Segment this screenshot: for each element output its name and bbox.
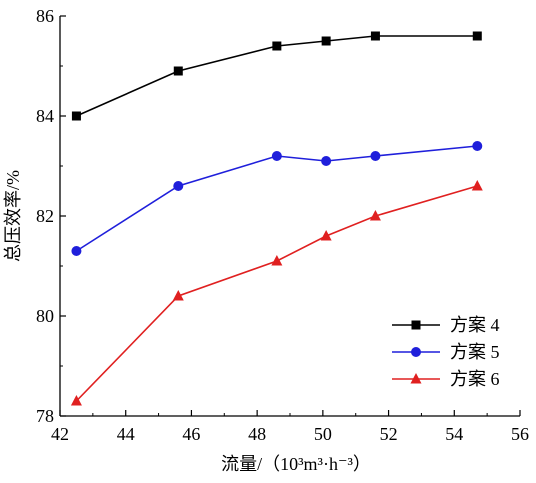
- x-tick-label: 44: [117, 424, 135, 444]
- data-point-series-1: [71, 111, 81, 121]
- y-tick-label: 78: [36, 406, 54, 426]
- data-point-series-1: [272, 41, 282, 51]
- data-point-series-2: [271, 151, 282, 161]
- x-tick-label: 54: [445, 424, 463, 444]
- data-point-series-1: [472, 31, 482, 41]
- legend-label-1: 方案 4: [450, 315, 500, 335]
- legend-marker-1: [411, 320, 421, 330]
- y-tick-label: 80: [36, 306, 54, 326]
- y-tick-label: 84: [36, 106, 54, 126]
- data-point-series-2: [71, 246, 82, 256]
- data-point-series-3: [320, 230, 332, 241]
- data-point-series-2: [472, 141, 483, 151]
- legend-label-3: 方案 6: [450, 369, 500, 389]
- data-point-series-2: [370, 151, 381, 161]
- data-point-series-3: [70, 395, 82, 406]
- y-tick-label: 86: [36, 6, 54, 26]
- series-line-2: [75, 145, 478, 252]
- data-point-series-3: [271, 255, 283, 266]
- x-tick-label: 50: [314, 424, 332, 444]
- y-axis-label: 总压效率/%: [3, 170, 23, 262]
- legend-marker-3: [410, 373, 422, 384]
- data-point-series-3: [172, 290, 184, 301]
- x-tick-label: 42: [51, 424, 69, 444]
- y-tick-label: 82: [36, 206, 54, 226]
- data-point-series-3: [471, 180, 483, 191]
- x-axis-label: 流量/（10³m³·h⁻³）: [221, 454, 371, 474]
- data-point-series-2: [321, 156, 332, 166]
- data-point-series-3: [369, 210, 381, 221]
- x-tick-label: 48: [248, 424, 266, 444]
- series-line-3: [75, 185, 478, 402]
- x-tick-label: 46: [182, 424, 200, 444]
- data-point-series-1: [321, 36, 331, 46]
- data-point-series-2: [173, 181, 184, 191]
- legend-label-2: 方案 5: [450, 342, 500, 362]
- series-line-1: [76, 35, 478, 117]
- x-tick-label: 56: [511, 424, 529, 444]
- data-point-series-1: [370, 31, 380, 41]
- x-tick-label: 52: [380, 424, 398, 444]
- data-point-series-1: [173, 66, 183, 76]
- legend-marker-2: [411, 347, 421, 357]
